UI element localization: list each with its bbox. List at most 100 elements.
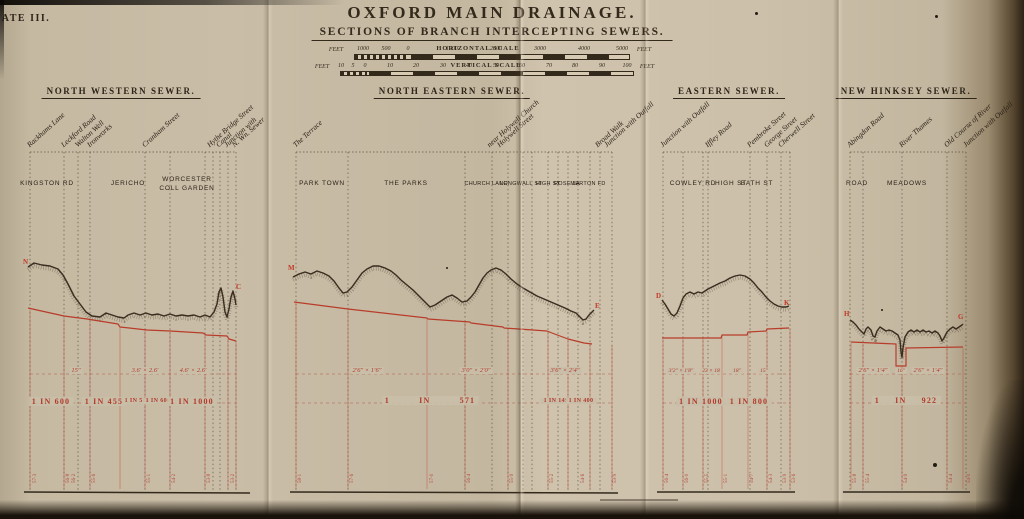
datum-level: 55·2 — [550, 473, 555, 483]
imprint-smudge — [600, 499, 678, 501]
hscale-tick: 5000 — [616, 46, 628, 52]
gradient-label: 1 IN 400 — [565, 398, 597, 404]
dust-speck — [933, 463, 937, 467]
profile-marker: E — [595, 302, 600, 310]
ground-profile-ne — [291, 265, 596, 326]
vscale-unit-left: FEET — [314, 64, 330, 70]
datum-level: 56·4 — [665, 473, 670, 483]
dust-speck — [935, 15, 938, 18]
area-label: MERTON FD — [570, 181, 606, 187]
page-title: OXFORD MAIN DRAINAGE. — [347, 3, 637, 22]
datum-level: 55·6 — [92, 473, 97, 483]
vscale-tick: 0 — [363, 63, 367, 69]
vscale-tick: 90 — [599, 63, 605, 69]
vscale-tick: 50 — [493, 63, 499, 69]
datum-level: 54·2 — [172, 473, 177, 483]
datum-level: 54·9 — [904, 473, 909, 483]
datum-level: 53·9 — [613, 473, 618, 483]
sewer-gradient-lines — [27, 301, 964, 367]
gradient-label: 1 IN 1000 — [676, 397, 726, 406]
area-label: COWLEY RD — [669, 180, 717, 187]
vscale-tick: 70 — [546, 63, 552, 69]
datum-level: 56·0 — [685, 473, 690, 483]
hscale-tick: 0 — [406, 46, 410, 52]
gradient-label: 1 IN 149 — [540, 398, 572, 404]
datum-level: 54·6 — [581, 473, 586, 483]
profile-marker: G — [958, 313, 964, 321]
red-station-lines — [29, 303, 964, 489]
profile-marker: N — [23, 258, 29, 266]
station-vertical-lines — [29, 152, 967, 492]
photo-edge-top — [0, 0, 345, 5]
gradient-label: 1 IN 800 — [726, 397, 772, 406]
pipe-size-label: 4.6′ × 2.6′ — [177, 367, 209, 374]
hscale-tick: 2000 — [490, 46, 502, 52]
dust-speck — [881, 309, 883, 311]
dust-speck — [755, 12, 758, 15]
gradient-label: 1 IN 600 — [28, 397, 74, 406]
vscale-tick: 60 — [519, 63, 525, 69]
section-title-new-hinksey: NEW HINKSEY SEWER. — [835, 86, 977, 99]
ground-profile-e — [660, 274, 790, 322]
area-label: KINGSTON RD — [20, 180, 74, 187]
pipe-size-label: 3′0″ × 2′0″ — [459, 367, 493, 374]
hscale-tick: 1000 — [357, 46, 369, 52]
datum-level: 55·5 — [705, 473, 710, 483]
pipe-size-label: 15″ — [69, 367, 83, 374]
profile-marker: C — [236, 283, 242, 291]
photo-corner-right — [976, 380, 1024, 519]
ground-profile-nh — [848, 319, 965, 360]
area-label: HIGH ST — [715, 180, 747, 187]
area-label: THE PARKS — [384, 180, 428, 187]
section-title-north-western: NORTH WESTERN SEWER. — [41, 86, 201, 99]
pipe-size-label: 23 × 18 — [700, 368, 722, 374]
area-label: HIGH ST — [535, 181, 561, 187]
pipe-size-label: 3′2″ × 1′8″ — [666, 368, 696, 374]
datum-level: 56·2 — [72, 473, 77, 483]
pipe-size-label: 2′6″ × 1′4″ — [856, 367, 890, 374]
pipe-size-label: 15″ — [758, 368, 770, 374]
photo-edge-left — [0, 0, 4, 80]
area-label: LONGWALL ST — [499, 181, 543, 187]
datum-level: 55·4 — [866, 473, 871, 483]
vscale-unit-right: FEET — [639, 64, 655, 70]
datum-baselines — [23, 491, 970, 494]
hscale-tick: 500 — [381, 46, 391, 52]
datum-level: 57·6 — [350, 473, 355, 483]
area-label: ROSE LA — [554, 181, 580, 187]
vscale-tick: 5 — [351, 63, 355, 69]
datum-level: 57·0 — [430, 473, 435, 483]
ground-profile-nw — [26, 262, 239, 327]
pipe-size-label: 16″ — [895, 368, 907, 374]
vscale-tick: 80 — [572, 63, 578, 69]
horizontal-scale-bar — [354, 54, 630, 60]
hscale-unit-right: FEET — [636, 47, 652, 53]
pipe-size-label: 18″ — [731, 368, 743, 374]
gradient-label: 1 IN 571 — [381, 396, 479, 405]
page-subtitle: SECTIONS OF BRANCH INTERCEPTING SEWERS. — [311, 26, 673, 41]
datum-level: 55·8 — [853, 473, 858, 483]
vscale-tick: 40 — [466, 63, 472, 69]
hscale-unit-left: FEET — [328, 47, 344, 53]
pipe-size-label: 3.6′ × 2.6′ — [129, 367, 161, 374]
area-label: CHURCH LANE — [464, 181, 508, 187]
pipe-size-label: 2′6″ × 1′6″ — [350, 367, 384, 374]
section-title-north-eastern: NORTH EASTERN SEWER. — [373, 86, 531, 99]
vertical-scale-bar — [340, 71, 634, 76]
dust-speck — [446, 267, 448, 269]
datum-level: 55·9 — [510, 473, 515, 483]
vscale-tick: 30 — [440, 63, 446, 69]
area-label: WORCESTER — [162, 176, 212, 183]
vscale-tick: 10 — [387, 63, 393, 69]
datum-level: 56·4 — [467, 473, 472, 483]
datum-level: 53·2 — [231, 473, 236, 483]
datum-level: 54·3 — [769, 473, 774, 483]
datum-level: 57·3 — [33, 473, 38, 483]
gradient-label: 1 IN 600 — [142, 398, 174, 404]
gradient-label: 1 IN 1000 — [167, 397, 217, 406]
datum-level: 54·4 — [949, 473, 954, 483]
profile-marker: K — [784, 299, 790, 307]
section-title-eastern: EASTERN SEWER. — [673, 86, 785, 99]
